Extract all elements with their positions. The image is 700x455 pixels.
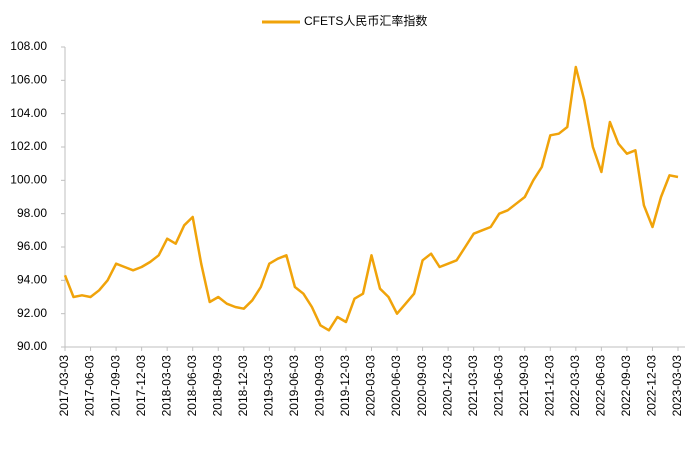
y-tick-label: 94.00: [17, 273, 47, 287]
x-tick-label: 2018-09-03: [210, 355, 224, 417]
x-tick-label: 2020-12-03: [440, 355, 454, 417]
x-tick-label: 2019-09-03: [313, 355, 327, 417]
legend-label: CFETS人民币汇率指数: [304, 13, 427, 28]
x-tick-label: 2018-03-03: [159, 355, 173, 417]
x-tick-label: 2017-03-03: [57, 355, 71, 417]
x-tick-label: 2022-06-03: [594, 355, 608, 417]
x-tick-label: 2022-12-03: [645, 355, 659, 417]
y-tick-label: 104.00: [10, 106, 47, 120]
y-tick-label: 96.00: [17, 239, 47, 253]
x-tick-label: 2020-03-03: [364, 355, 378, 417]
y-tick-label: 106.00: [10, 73, 47, 87]
x-tick-label: 2022-03-03: [568, 355, 582, 417]
x-tick-label: 2021-12-03: [542, 355, 556, 417]
y-tick-label: 100.00: [10, 173, 47, 187]
y-tick-label: 92.00: [17, 306, 47, 320]
x-tick-label: 2017-06-03: [83, 355, 97, 417]
x-tick-label: 2021-06-03: [491, 355, 505, 417]
x-tick-label: 2020-09-03: [415, 355, 429, 417]
x-tick-label: 2021-03-03: [466, 355, 480, 417]
x-tick-label: 2017-09-03: [108, 355, 122, 417]
x-tick-label: 2018-12-03: [236, 355, 250, 417]
x-tick-label: 2020-06-03: [389, 355, 403, 417]
y-tick-label: 90.00: [17, 339, 47, 353]
x-tick-label: 2017-12-03: [134, 355, 148, 417]
y-tick-label: 102.00: [10, 139, 47, 153]
x-tick-label: 2019-03-03: [262, 355, 276, 417]
x-tick-label: 2018-06-03: [185, 355, 199, 417]
y-tick-label: 98.00: [17, 206, 47, 220]
x-tick-label: 2021-09-03: [517, 355, 531, 417]
x-tick-label: 2019-06-03: [287, 355, 301, 417]
line: [63, 65, 679, 332]
x-tick-label: 2023-03-03: [670, 355, 684, 417]
x-tick-label: 2022-09-03: [619, 355, 633, 417]
y-tick-label: 108.00: [10, 39, 47, 53]
x-tick-label: 2019-12-03: [338, 355, 352, 417]
